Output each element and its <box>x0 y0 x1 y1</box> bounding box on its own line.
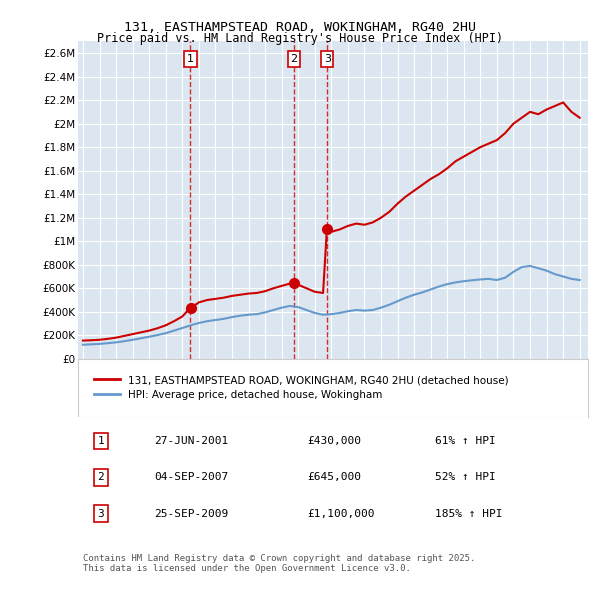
Text: 1: 1 <box>98 436 104 446</box>
Text: 25-SEP-2009: 25-SEP-2009 <box>155 509 229 519</box>
Text: £1,100,000: £1,100,000 <box>308 509 375 519</box>
Text: 3: 3 <box>324 54 331 64</box>
Text: 131, EASTHAMPSTEAD ROAD, WOKINGHAM, RG40 2HU: 131, EASTHAMPSTEAD ROAD, WOKINGHAM, RG40… <box>124 21 476 34</box>
Text: 185% ↑ HPI: 185% ↑ HPI <box>435 509 503 519</box>
Text: 3: 3 <box>98 509 104 519</box>
Text: 04-SEP-2007: 04-SEP-2007 <box>155 473 229 483</box>
Text: Price paid vs. HM Land Registry's House Price Index (HPI): Price paid vs. HM Land Registry's House … <box>97 32 503 45</box>
Text: 61% ↑ HPI: 61% ↑ HPI <box>435 436 496 446</box>
Text: 2: 2 <box>98 473 104 483</box>
Text: 52% ↑ HPI: 52% ↑ HPI <box>435 473 496 483</box>
Text: 1: 1 <box>187 54 194 64</box>
Legend: 131, EASTHAMPSTEAD ROAD, WOKINGHAM, RG40 2HU (detached house), HPI: Average pric: 131, EASTHAMPSTEAD ROAD, WOKINGHAM, RG40… <box>88 370 514 405</box>
Text: 27-JUN-2001: 27-JUN-2001 <box>155 436 229 446</box>
Text: £430,000: £430,000 <box>308 436 361 446</box>
Text: £645,000: £645,000 <box>308 473 361 483</box>
Text: 2: 2 <box>290 54 298 64</box>
Text: Contains HM Land Registry data © Crown copyright and database right 2025.
This d: Contains HM Land Registry data © Crown c… <box>83 554 475 573</box>
